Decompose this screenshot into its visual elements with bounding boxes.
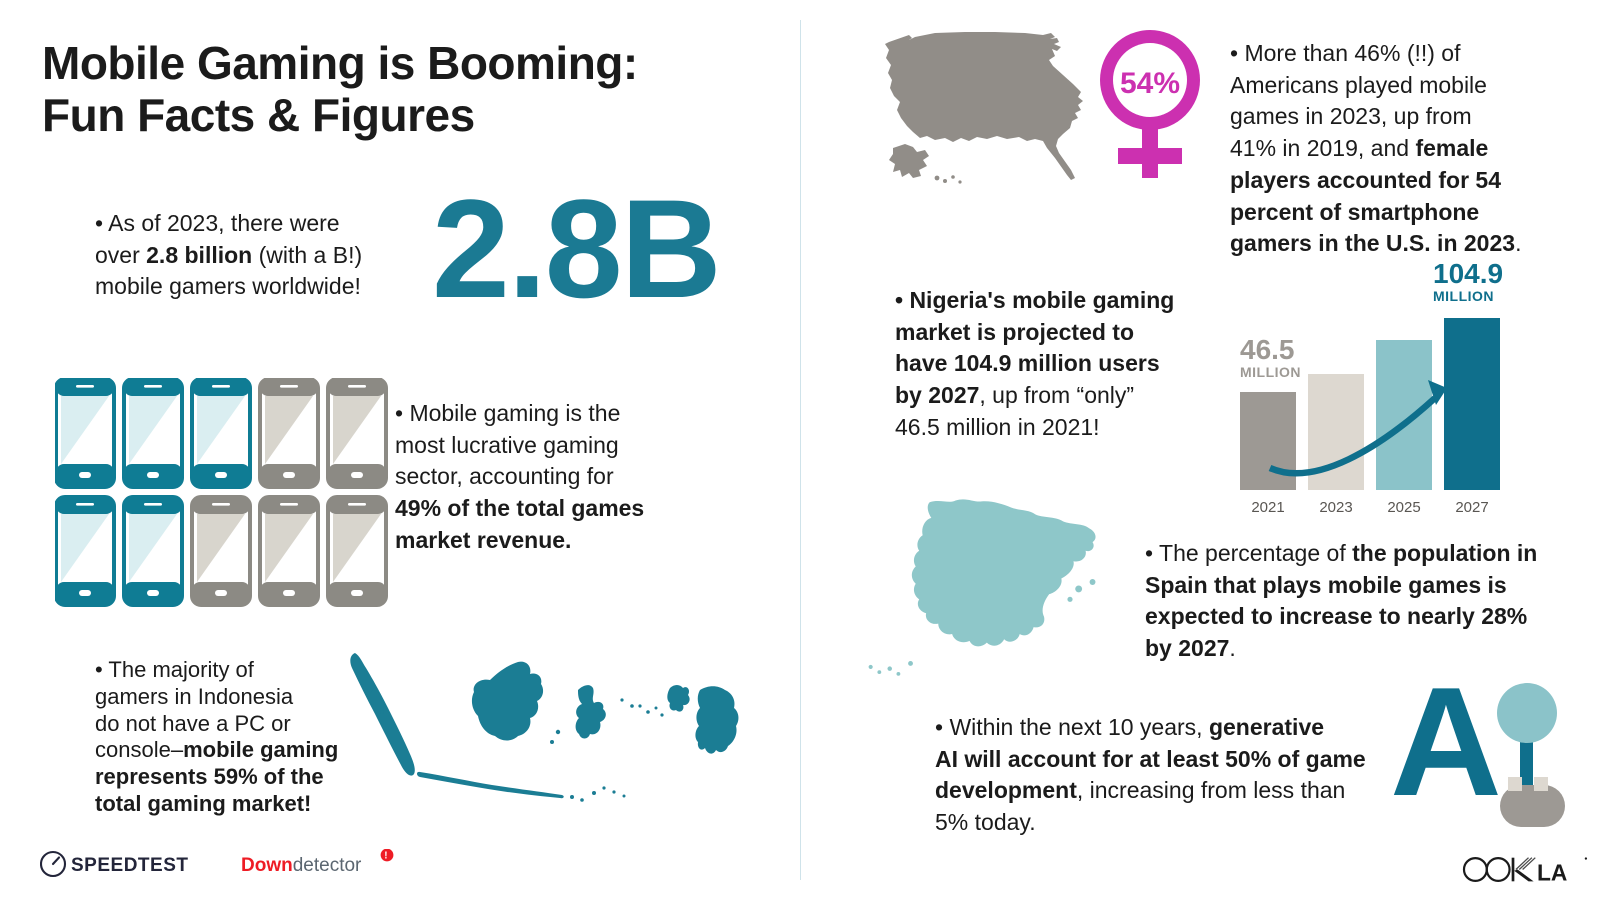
svg-text:SPEEDTEST: SPEEDTEST (71, 855, 188, 876)
svg-text:LA: LA (1537, 859, 1567, 883)
svg-text:54%: 54% (1120, 67, 1180, 100)
svg-text:!: ! (384, 851, 387, 862)
svg-text:A: A (1390, 665, 1502, 828)
svg-text:Downdetector: Downdetector (241, 855, 362, 876)
